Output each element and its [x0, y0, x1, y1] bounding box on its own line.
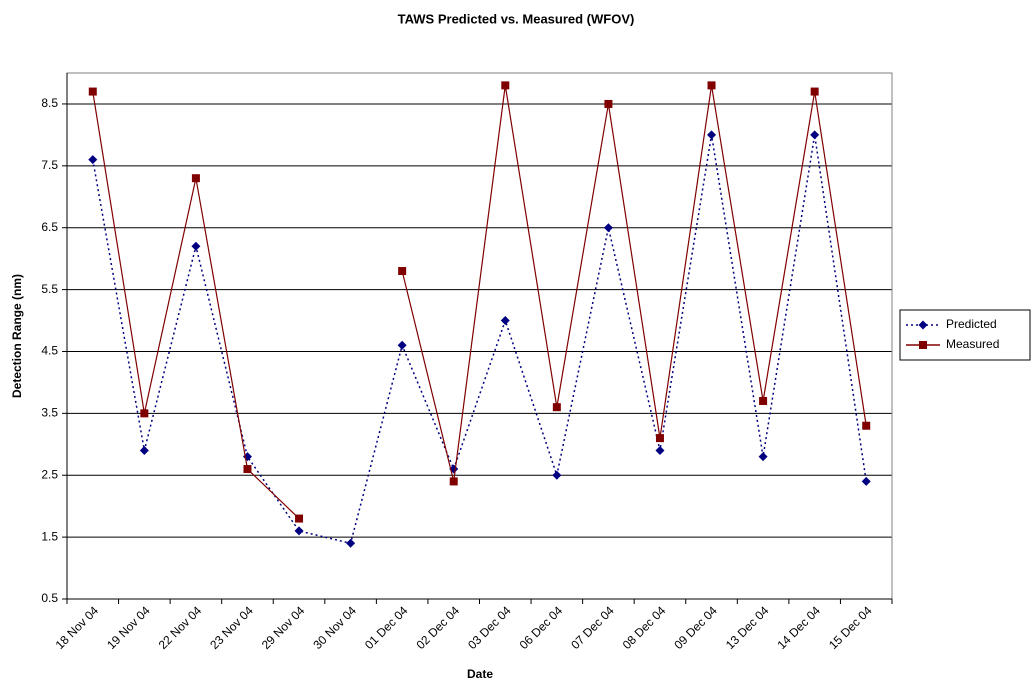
series-line — [92, 85, 867, 519]
point — [759, 396, 768, 405]
y-tick-label: 1.5 — [41, 529, 58, 543]
point — [140, 409, 149, 418]
y-tick-label: 4.5 — [41, 344, 58, 358]
y-tick-label: 8.5 — [41, 96, 58, 110]
point — [655, 434, 664, 443]
point — [88, 87, 97, 96]
point — [139, 445, 149, 455]
x-tick-label: 14 Dec 04 — [774, 603, 823, 652]
x-tick-label: 06 Dec 04 — [517, 603, 566, 652]
legend-label: Measured — [946, 337, 999, 351]
legend-marker — [919, 341, 927, 349]
x-tick-label: 18 Nov 04 — [53, 603, 102, 652]
x-tick-label: 07 Dec 04 — [568, 603, 617, 652]
point — [707, 130, 717, 140]
y-tick-label: 2.5 — [41, 467, 58, 481]
y-tick-label: 6.5 — [41, 220, 58, 234]
x-tick-label: 09 Dec 04 — [671, 603, 720, 652]
x-tick-label: 02 Dec 04 — [414, 603, 463, 652]
legend-box — [899, 309, 1031, 361]
series-line — [92, 134, 867, 545]
point — [191, 241, 201, 251]
legend-marker — [918, 320, 928, 330]
x-tick-label: 29 Nov 04 — [259, 603, 308, 652]
point — [862, 421, 871, 430]
point — [397, 340, 407, 350]
point — [861, 476, 871, 486]
y-axis-label: Detection Range (nm) — [10, 274, 24, 398]
point — [552, 470, 562, 480]
x-tick-label: 19 Nov 04 — [104, 603, 153, 652]
point — [191, 174, 200, 183]
x-tick-label: 30 Nov 04 — [310, 603, 359, 652]
point — [295, 514, 304, 523]
point — [603, 223, 613, 233]
point — [346, 538, 356, 548]
x-tick-label: 03 Dec 04 — [465, 603, 514, 652]
y-tick-label: 5.5 — [41, 282, 58, 296]
legend-label: Predicted — [946, 317, 997, 331]
chart-title: TAWS Predicted vs. Measured (WFOV) — [398, 11, 635, 26]
x-tick-label: 08 Dec 04 — [620, 603, 669, 652]
y-tick-label: 7.5 — [41, 158, 58, 172]
point — [449, 477, 458, 486]
x-tick-label: 15 Dec 04 — [826, 603, 875, 652]
x-tick-label: 13 Dec 04 — [723, 603, 772, 652]
x-tick-label: 23 Nov 04 — [207, 603, 256, 652]
plot-area — [66, 72, 893, 600]
point — [758, 452, 768, 462]
point — [88, 155, 98, 165]
point — [243, 465, 252, 474]
point — [501, 81, 510, 90]
point — [604, 99, 613, 108]
point — [655, 445, 665, 455]
y-tick-label: 3.5 — [41, 406, 58, 420]
x-tick-label: 01 Dec 04 — [362, 603, 411, 652]
point — [552, 403, 561, 412]
point — [398, 267, 407, 276]
x-axis-label: Date — [467, 667, 493, 681]
y-tick-label: 0.5 — [41, 591, 58, 605]
point — [810, 87, 819, 96]
x-tick-label: 22 Nov 04 — [156, 603, 205, 652]
point — [810, 130, 820, 140]
point — [500, 316, 510, 326]
point — [707, 81, 716, 90]
point — [294, 526, 304, 536]
